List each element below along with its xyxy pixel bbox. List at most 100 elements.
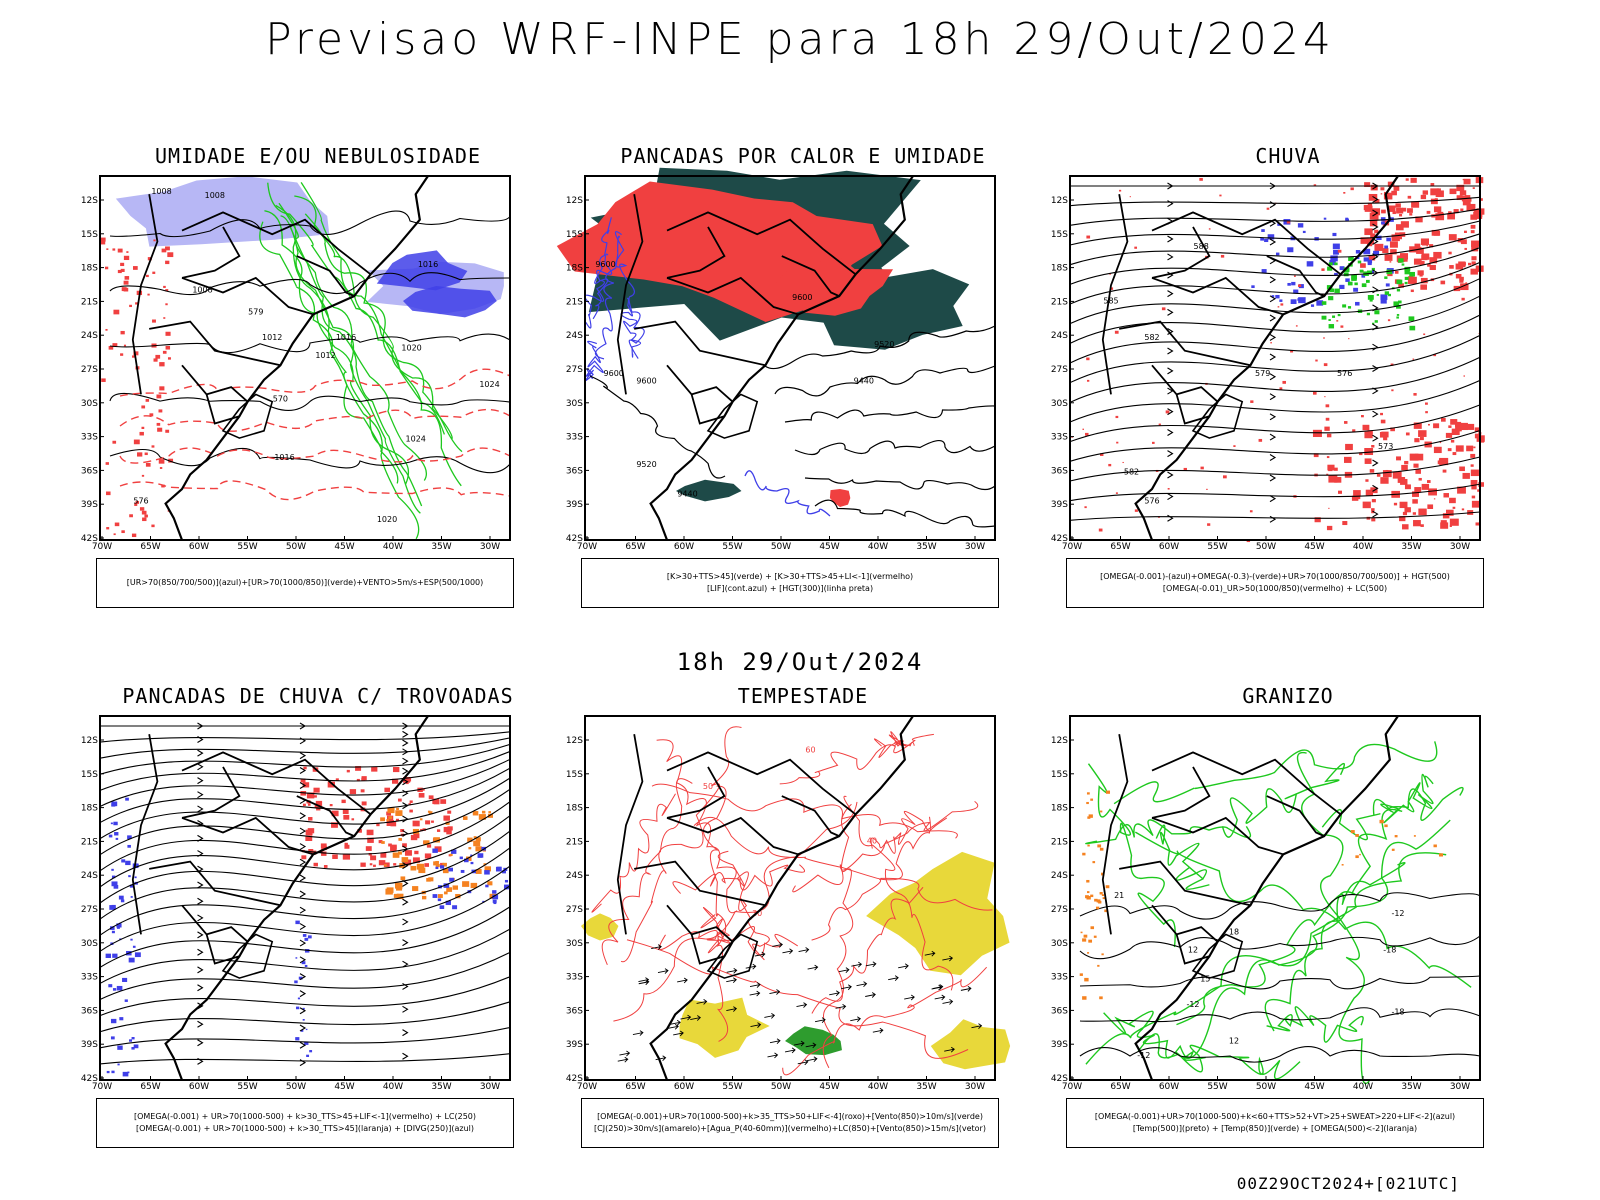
country-border bbox=[691, 926, 734, 943]
map-frame bbox=[99, 175, 511, 541]
lat-label: 42S bbox=[566, 1074, 583, 1084]
omega-orange-area bbox=[1341, 819, 1444, 866]
lat-label: 42S bbox=[1051, 1074, 1068, 1084]
temperature-850-contour bbox=[1155, 824, 1210, 890]
lat-label: 33S bbox=[566, 973, 583, 983]
country-border bbox=[666, 751, 857, 815]
lon-label: 30W bbox=[965, 1082, 985, 1092]
lat-label: 15S bbox=[566, 230, 583, 240]
lon-label: 50W bbox=[1256, 1082, 1276, 1092]
country-border bbox=[781, 795, 840, 837]
humidity-green-contour bbox=[280, 215, 421, 514]
lifted-index-contour bbox=[585, 340, 604, 381]
humidity-green-contour bbox=[259, 221, 399, 484]
lon-label: 60W bbox=[1159, 1082, 1179, 1092]
water-vapor-contour bbox=[620, 726, 742, 963]
legend-line: [K>30+TTS>45](verde) + [K>30+TTS>45+LI<-… bbox=[666, 572, 914, 581]
lat-label: 18S bbox=[566, 804, 583, 814]
humidity-green-contour bbox=[294, 195, 453, 439]
lat-label: 36S bbox=[566, 1006, 583, 1016]
omega-orange-area bbox=[1079, 790, 1111, 1000]
map-frame bbox=[99, 715, 511, 1081]
streamlines-250 bbox=[99, 722, 511, 1067]
lon-label: 55W bbox=[237, 1082, 257, 1092]
thickness-contour bbox=[119, 368, 511, 397]
contour-label: 576 bbox=[1144, 497, 1159, 506]
contour-label: 588 bbox=[1194, 242, 1209, 251]
lon-label: 70W bbox=[92, 542, 112, 552]
run-timestamp: 00Z29OCT2024+[021UTC] bbox=[1236, 1174, 1460, 1193]
temperature-500-contour bbox=[1079, 1007, 1481, 1023]
contour-label: 1016 bbox=[274, 453, 294, 462]
contour-label: 576 bbox=[1337, 369, 1352, 378]
temperature-500-contour bbox=[1079, 1046, 1481, 1063]
contour-label: 1020 bbox=[377, 515, 397, 524]
contour-label: 1016 bbox=[418, 260, 438, 269]
lon-label: 50W bbox=[286, 542, 306, 552]
contour-label: 18 bbox=[1229, 927, 1239, 936]
map-background bbox=[1070, 716, 1480, 1080]
lon-label: 40W bbox=[383, 1082, 403, 1092]
lat-label: 30S bbox=[566, 399, 583, 409]
country-border bbox=[1119, 860, 1251, 907]
temperature-850-contour bbox=[1296, 751, 1371, 1085]
geopotential-contour bbox=[764, 325, 996, 370]
contour-label: 9600 bbox=[636, 376, 656, 385]
lat-label: 24S bbox=[1051, 871, 1068, 881]
water-vapor-contour bbox=[651, 783, 958, 839]
lat-label: 36S bbox=[1051, 466, 1068, 476]
temperature-500-contour bbox=[1079, 975, 1481, 990]
legend-box: [OMEGA(-0.001)+UR>70(1000-500)+k>35_TTS>… bbox=[581, 1098, 999, 1148]
lat-label: 21S bbox=[1051, 297, 1068, 307]
legend-line: [OMEGA(-0.01)_UR>50(1000/850)(vermelho) … bbox=[1162, 584, 1388, 593]
lon-label: 45W bbox=[1304, 1082, 1324, 1092]
lon-label: 55W bbox=[1207, 542, 1227, 552]
lat-label: 33S bbox=[81, 973, 98, 983]
country-border bbox=[181, 211, 372, 275]
contour-label: 50 bbox=[703, 782, 713, 791]
lifted-index-contour bbox=[744, 470, 831, 517]
map-frame bbox=[584, 715, 996, 1081]
legend-line: [LIF](cont.azul) + [HGT(300)](linha pret… bbox=[706, 584, 874, 593]
lat-label: 27S bbox=[1051, 365, 1068, 375]
map-plot: 588 585 582 579 576 573 582 576 12S 15S 18S 21S 24S 2… bbox=[1051, 175, 1485, 552]
lon-label: 50W bbox=[1256, 542, 1276, 552]
country-border bbox=[206, 386, 249, 403]
contour-label: 1008 bbox=[192, 285, 212, 294]
lon-label: 55W bbox=[722, 1082, 742, 1092]
lat-label: 12S bbox=[566, 196, 583, 206]
map-plot: 9600 9600 9600 9520 9440 9600 9520 9440 12S 15S 18… bbox=[556, 167, 996, 552]
humidity-blue-area bbox=[403, 286, 497, 318]
humidity-green-contour bbox=[304, 213, 463, 453]
legend-box: [OMEGA(-0.001)+UR>70(1000-500)+k<60+TTS>… bbox=[1066, 1098, 1484, 1148]
lon-label: 60W bbox=[1159, 542, 1179, 552]
humidity-light-area bbox=[115, 176, 330, 247]
lagoon-outline bbox=[1191, 933, 1244, 979]
legend-line: [OMEGA(-0.001)+UR>70(1000-500)+k<60+TTS>… bbox=[1094, 1112, 1456, 1121]
country-border bbox=[781, 255, 840, 297]
country-border bbox=[634, 860, 766, 907]
lon-label: 60W bbox=[674, 1082, 694, 1092]
country-border bbox=[181, 364, 240, 425]
lat-label: 15S bbox=[566, 770, 583, 780]
lat-label: 12S bbox=[1051, 736, 1068, 746]
temperature-850-contour bbox=[1221, 763, 1345, 838]
lagoon-outline bbox=[221, 393, 274, 439]
lat-label: 27S bbox=[566, 905, 583, 915]
temperature-850-contour bbox=[1266, 1006, 1364, 1043]
contour-label: -12 bbox=[1391, 909, 1404, 918]
contour-label: 570 bbox=[273, 395, 288, 404]
lon-label: 40W bbox=[868, 542, 888, 552]
country-border bbox=[666, 226, 726, 279]
lon-label: 45W bbox=[819, 542, 839, 552]
lon-label: 35W bbox=[431, 1082, 451, 1092]
country-border bbox=[149, 320, 281, 367]
legend-line: [CJ(250)>30m/s](amarelo)+[Agua_P(40-60mm… bbox=[594, 1124, 986, 1133]
contour-label: 582 bbox=[1144, 333, 1159, 342]
geopotential-contour bbox=[794, 439, 996, 456]
country-border bbox=[1176, 926, 1219, 943]
country-border bbox=[131, 734, 159, 935]
thickness-red-speckles bbox=[100, 237, 174, 538]
contour-label: -18 bbox=[1391, 1007, 1404, 1016]
water-vapor-contour bbox=[656, 739, 738, 914]
